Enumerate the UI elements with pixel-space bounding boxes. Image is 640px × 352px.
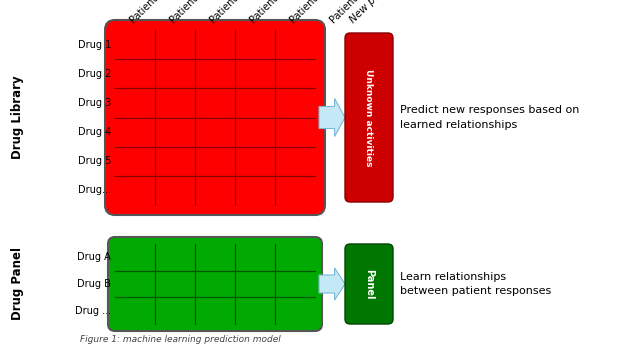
FancyBboxPatch shape bbox=[105, 20, 325, 215]
Polygon shape bbox=[319, 99, 345, 137]
Text: Drug...: Drug... bbox=[78, 186, 111, 195]
FancyBboxPatch shape bbox=[345, 33, 393, 202]
Text: Drug 3: Drug 3 bbox=[77, 98, 111, 108]
FancyBboxPatch shape bbox=[345, 244, 393, 324]
Text: Drug 4: Drug 4 bbox=[77, 127, 111, 137]
Text: Drug Panel: Drug Panel bbox=[12, 247, 24, 321]
Polygon shape bbox=[319, 268, 345, 300]
Text: Drug ...: Drug ... bbox=[75, 306, 111, 316]
Text: Drug B: Drug B bbox=[77, 279, 111, 289]
Text: Predict new responses based on
learned relationships: Predict new responses based on learned r… bbox=[400, 105, 579, 130]
Text: Learn relationships
between patient responses: Learn relationships between patient resp… bbox=[400, 272, 551, 296]
Text: Patient ...: Patient ... bbox=[328, 0, 368, 25]
Text: New patient: New patient bbox=[348, 0, 399, 25]
Text: Drug 5: Drug 5 bbox=[77, 156, 111, 166]
Text: Patient C: Patient C bbox=[208, 0, 246, 25]
Text: Patient D: Patient D bbox=[248, 0, 287, 25]
Text: Panel: Panel bbox=[364, 269, 374, 299]
Text: Drug 1: Drug 1 bbox=[77, 39, 111, 50]
Text: Unknown activities: Unknown activities bbox=[365, 69, 374, 166]
Text: Figure 1: machine learning prediction model: Figure 1: machine learning prediction mo… bbox=[80, 335, 281, 344]
Text: Drug A: Drug A bbox=[77, 252, 111, 262]
Text: Patient A: Patient A bbox=[128, 0, 166, 25]
Text: Drug Library: Drug Library bbox=[12, 76, 24, 159]
FancyBboxPatch shape bbox=[108, 237, 322, 331]
Text: Drug 2: Drug 2 bbox=[77, 69, 111, 79]
Text: Patient B: Patient B bbox=[168, 0, 206, 25]
Text: Patient E: Patient E bbox=[288, 0, 326, 25]
